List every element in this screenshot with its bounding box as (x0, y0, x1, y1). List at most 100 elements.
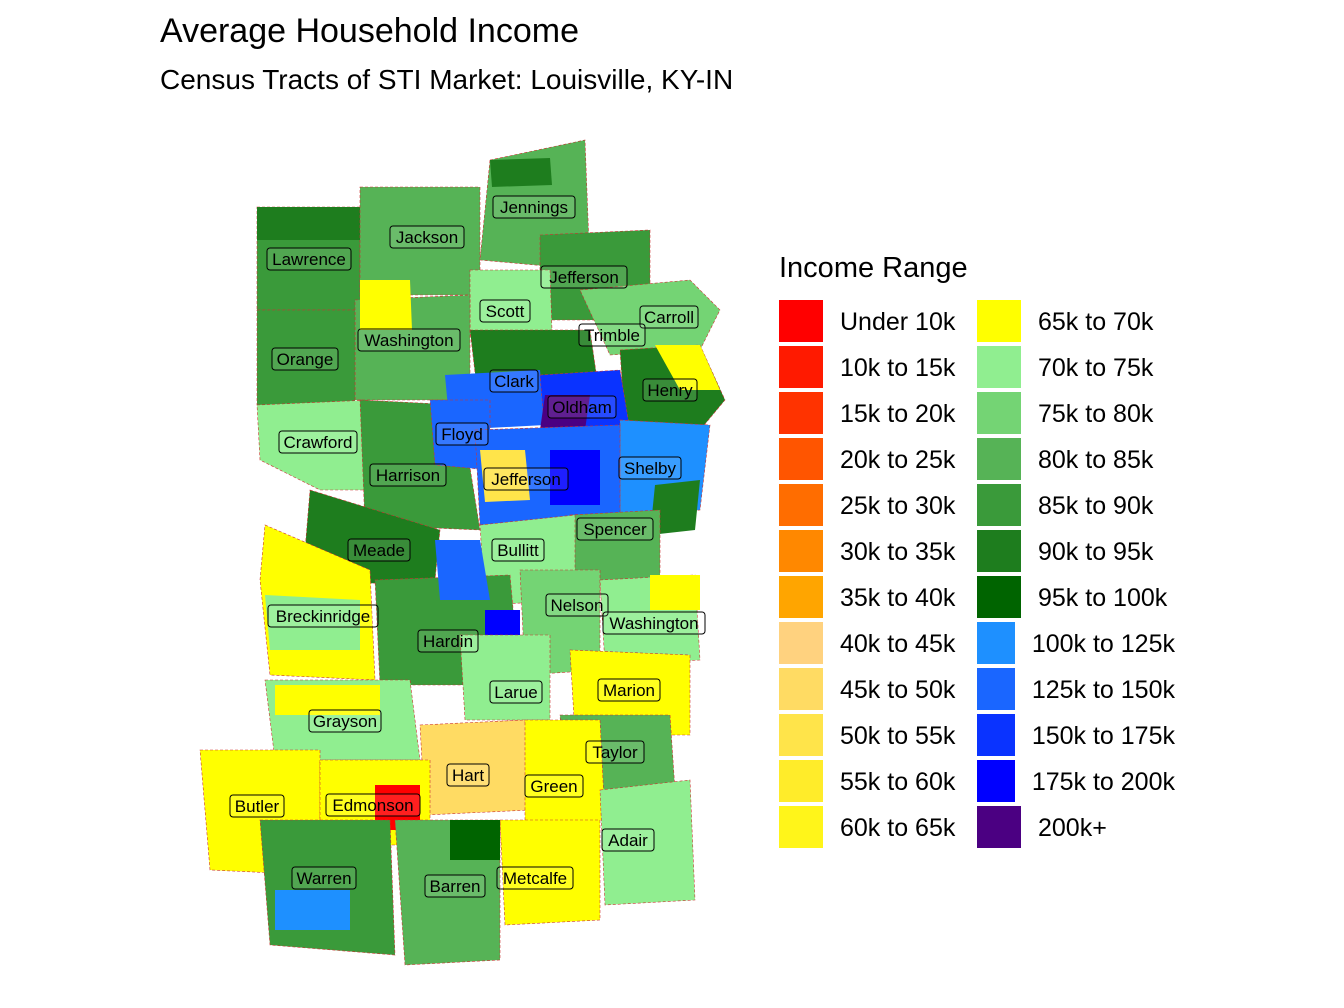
county-label-larue: Larue (494, 683, 537, 702)
income-legend: Income Range Under 10k 10k to 15k 15k to 2… (779, 252, 1175, 851)
legend-column: 65k to 70k 70k to 75k 75k to 80k 80k to 85k… (977, 299, 1175, 851)
legend-swatch (977, 714, 1015, 758)
county-label-meade: Meade (353, 541, 405, 560)
county-label-box (547, 395, 617, 419)
county-label-box (489, 369, 539, 393)
county-label-jefferson-ky: Jefferson (491, 470, 561, 489)
county-label-edmonson: Edmonson (332, 796, 413, 815)
county-label-box (540, 265, 628, 289)
county-label-jennings: Jennings (500, 198, 568, 217)
census-tract-map: Jennings Jackson Lawrence Jefferson Scot… (199, 139, 726, 966)
county-label-box (424, 874, 486, 898)
county-label-clark: Clark (494, 372, 534, 391)
county-label-trimble: Trimble (584, 326, 640, 345)
region-warren-blue (275, 890, 350, 930)
county-label-oldham: Oldham (552, 398, 612, 417)
legend-item: 100k to 125k (977, 621, 1175, 667)
legend-item: 65k to 70k (977, 299, 1175, 345)
legend-swatch (779, 392, 823, 436)
legend-label: 15k to 20k (840, 399, 956, 428)
region-barren-green (450, 820, 500, 860)
county-label-breckinridge: Breckinridge (276, 607, 371, 626)
legend-label: 100k to 125k (1031, 629, 1175, 658)
county-labels: Jennings Jackson Lawrence Jefferson Scot… (229, 195, 706, 898)
legend-label: 10k to 15k (840, 353, 956, 382)
map-subtitle: Census Tracts of STI Market: Louisville,… (160, 64, 734, 95)
county-label-box (578, 323, 646, 347)
legend-label: 65k to 70k (1038, 307, 1154, 336)
legend-label: 40k to 45k (840, 629, 956, 658)
legend-title: Income Range (779, 252, 968, 284)
legend-label: 200k+ (1038, 813, 1107, 842)
legend-item: 35k to 40k (779, 575, 977, 621)
legend-swatch (977, 484, 1021, 528)
county-label-box (597, 678, 661, 702)
county-label-box (271, 347, 339, 371)
county-label-box (229, 794, 285, 818)
county-label-box (417, 629, 479, 653)
legend-label: 75k to 80k (1038, 399, 1154, 428)
county-label-box (483, 467, 569, 491)
legend-label: 150k to 175k (1031, 721, 1175, 750)
county-label-spencer: Spencer (583, 520, 647, 539)
county-label-box (446, 763, 490, 787)
legend-label: 85k to 90k (1038, 491, 1154, 520)
legend-item: 25k to 30k (779, 483, 977, 529)
county-label-warren: Warren (296, 869, 351, 888)
county-label-box (347, 538, 411, 562)
legend-column: Under 10k 10k to 15k 15k to 20k 20k to 25k 2… (779, 299, 977, 851)
county-label-marion: Marion (603, 681, 655, 700)
legend-item: 85k to 90k (977, 483, 1175, 529)
legend-item: 40k to 45k (779, 621, 977, 667)
legend-swatch (779, 300, 823, 344)
legend-swatch (977, 438, 1021, 482)
legend-swatch (779, 668, 823, 712)
region-marion (569, 649, 691, 736)
county-label-grayson: Grayson (313, 712, 377, 731)
county-label-washington-in: Washington (364, 331, 453, 350)
legend-swatch (779, 760, 823, 804)
county-label-hardin: Hardin (423, 632, 473, 651)
legend-item: 175k to 200k (977, 759, 1175, 805)
legend-item: 30k to 35k (779, 529, 977, 575)
region-grayson-yellow (275, 685, 380, 715)
county-label-box (489, 680, 543, 704)
county-label-henry: Henry (647, 381, 693, 400)
legend-label: 35k to 40k (840, 583, 956, 612)
legend-item: 50k to 55k (779, 713, 977, 759)
legend-item: 200k+ (977, 805, 1175, 851)
legend-label: 50k to 55k (840, 721, 956, 750)
county-label-butler: Butler (235, 797, 280, 816)
legend-swatch (779, 806, 823, 850)
legend-swatch (977, 300, 1021, 344)
legend-item: 150k to 175k (977, 713, 1175, 759)
county-label-box (491, 538, 545, 562)
legend-swatch (977, 576, 1021, 620)
region-jennings-top (490, 158, 552, 187)
legend-item: 60k to 65k (779, 805, 977, 851)
legend-item: 15k to 20k (779, 391, 977, 437)
county-label-washington-ky: Washington (609, 614, 698, 633)
county-label-hart: Hart (452, 766, 484, 785)
county-label-box (496, 866, 574, 890)
legend-label: 30k to 35k (840, 537, 956, 566)
legend-label: 60k to 65k (840, 813, 956, 842)
county-label-barren: Barren (429, 877, 480, 896)
county-label-box (389, 225, 465, 249)
legend-label: 70k to 75k (1038, 353, 1154, 382)
legend-swatch (779, 484, 823, 528)
county-label-box (357, 328, 461, 352)
map-title: Average Household Income (160, 12, 579, 50)
region-shelby-green (650, 480, 700, 535)
legend-item: 55k to 60k (779, 759, 977, 805)
legend-item: 70k to 75k (977, 345, 1175, 391)
region-green (524, 719, 606, 826)
county-label-nelson: Nelson (551, 596, 604, 615)
county-label-box (601, 828, 655, 852)
legend-label: 95k to 100k (1038, 583, 1168, 612)
county-label-box (267, 604, 379, 628)
legend-item: Under 10k (779, 299, 977, 345)
legend-label: 20k to 25k (840, 445, 956, 474)
county-label-box (639, 305, 699, 329)
county-label-green: Green (530, 777, 577, 796)
